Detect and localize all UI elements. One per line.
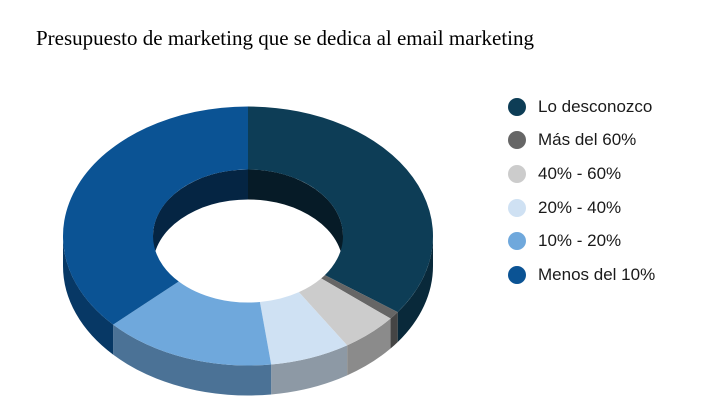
legend-swatch bbox=[508, 131, 526, 150]
outer-wall-20-40 bbox=[271, 345, 348, 395]
legend-swatch bbox=[508, 97, 526, 116]
legend-item: Más del 60% bbox=[508, 124, 655, 158]
slice-20-40 bbox=[259, 292, 348, 365]
chart-legend: Lo desconozco Más del 60% 40% - 60% 20% - 4… bbox=[508, 90, 655, 292]
outer-wall-10-20 bbox=[113, 324, 272, 396]
slice-40-60 bbox=[298, 278, 391, 346]
outer-wall-40-60 bbox=[347, 318, 391, 376]
donut-slices bbox=[62, 106, 433, 396]
slice-10-20 bbox=[113, 281, 272, 366]
legend-label: 40% - 60% bbox=[538, 163, 622, 183]
slice-lo-desconozco bbox=[248, 106, 433, 313]
slice-menos-del-10 bbox=[62, 106, 249, 325]
outer-wall-menos-del-10 bbox=[63, 236, 114, 355]
legend-item: 40% - 60% bbox=[508, 157, 655, 191]
inner-wall-menos-del-10 bbox=[153, 169, 248, 266]
legend-swatch bbox=[508, 164, 526, 183]
legend-swatch bbox=[508, 265, 526, 284]
chart-title: Presupuesto de marketing que se dedica a… bbox=[36, 26, 535, 50]
outer-wall-mas-del-60 bbox=[390, 312, 398, 349]
legend-label: 10% - 20% bbox=[538, 231, 622, 251]
legend-item: Lo desconozco bbox=[508, 90, 655, 124]
legend-item: Menos del 10% bbox=[508, 258, 655, 292]
inner-wall-lo-desconozco bbox=[248, 169, 343, 266]
legend-swatch bbox=[508, 232, 526, 251]
slice-mas-del-60 bbox=[321, 275, 398, 319]
legend-label: Lo desconozco bbox=[538, 96, 653, 116]
legend-item: 10% - 20% bbox=[508, 224, 655, 258]
legend-label: 20% - 40% bbox=[538, 197, 622, 217]
legend-item: 20% - 40% bbox=[508, 191, 655, 225]
legend-label: Más del 60% bbox=[538, 130, 637, 150]
legend-swatch bbox=[508, 198, 526, 217]
legend-label: Menos del 10% bbox=[538, 264, 656, 284]
outer-wall-lo-desconozco bbox=[397, 236, 433, 343]
